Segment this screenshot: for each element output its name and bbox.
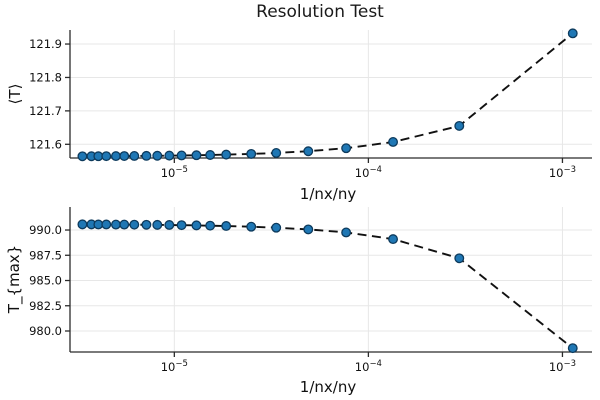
- y-tick-label: 121.9: [29, 37, 62, 51]
- y-tick-label: 982.5: [29, 299, 62, 313]
- data-point-marker: [388, 234, 399, 245]
- x-tick-label: 10−3: [549, 359, 576, 374]
- data-point-marker: [191, 150, 202, 161]
- data-point-marker: [567, 343, 578, 354]
- data-point-marker: [110, 151, 121, 162]
- data-point-marker: [221, 221, 232, 231]
- data-point-marker: [129, 219, 140, 230]
- data-point-marker: [205, 220, 216, 231]
- data-point-marker: [141, 150, 152, 161]
- bottom-x-axis-label: 1/nx/ny: [299, 378, 357, 396]
- data-point-marker: [246, 221, 257, 232]
- data-point-marker: [119, 219, 130, 230]
- data-point-marker: [101, 151, 112, 162]
- data-point-marker: [101, 219, 112, 230]
- data-point-marker: [77, 151, 88, 162]
- x-tick-label: 10−4: [355, 359, 382, 374]
- data-point-marker: [303, 146, 314, 157]
- data-point-marker: [341, 143, 352, 154]
- data-point-marker: [110, 219, 121, 230]
- y-tick-label: 980.0: [29, 324, 62, 338]
- data-point-marker: [567, 28, 578, 39]
- data-point-marker: [246, 148, 257, 159]
- x-tick-label: 10−5: [161, 165, 188, 180]
- y-tick-label: 121.7: [29, 104, 62, 118]
- top-x-axis-label: 1/nx/ny: [299, 185, 357, 203]
- data-point-marker: [221, 149, 232, 160]
- series-line: [82, 32, 574, 158]
- top-y-axis-label: ⟨T⟩: [6, 83, 24, 105]
- bottom-y-axis-label: T_{max}: [5, 244, 23, 314]
- data-point-marker: [77, 219, 88, 230]
- data-point-marker: [164, 220, 175, 230]
- y-tick-label: 121.6: [29, 137, 62, 151]
- data-point-marker: [205, 150, 216, 160]
- data-point-marker: [141, 219, 152, 230]
- y-tick-label: 121.8: [29, 70, 62, 84]
- y-tick-label: 985.0: [29, 274, 62, 288]
- data-point-marker: [176, 150, 187, 161]
- data-point-marker: [388, 137, 399, 147]
- y-tick-label: 990.0: [29, 223, 62, 237]
- y-tick-label: 987.5: [29, 248, 62, 262]
- data-point-marker: [271, 222, 282, 233]
- data-point-marker: [129, 151, 140, 161]
- data-point-marker: [164, 150, 175, 161]
- data-point-marker: [341, 227, 352, 238]
- data-point-marker: [271, 148, 282, 158]
- data-point-marker: [454, 120, 465, 131]
- x-tick-label: 10−5: [161, 359, 188, 374]
- series-line: [82, 223, 574, 349]
- data-point-marker: [191, 220, 202, 231]
- data-point-marker: [303, 224, 314, 235]
- x-tick-label: 10−4: [355, 165, 382, 180]
- data-point-marker: [119, 151, 130, 162]
- data-point-marker: [152, 150, 163, 161]
- chart-title: Resolution Test: [256, 2, 384, 22]
- x-tick-label: 10−3: [549, 165, 576, 180]
- data-point-marker: [176, 220, 187, 231]
- data-point-marker: [152, 219, 163, 230]
- data-point-marker: [454, 253, 465, 264]
